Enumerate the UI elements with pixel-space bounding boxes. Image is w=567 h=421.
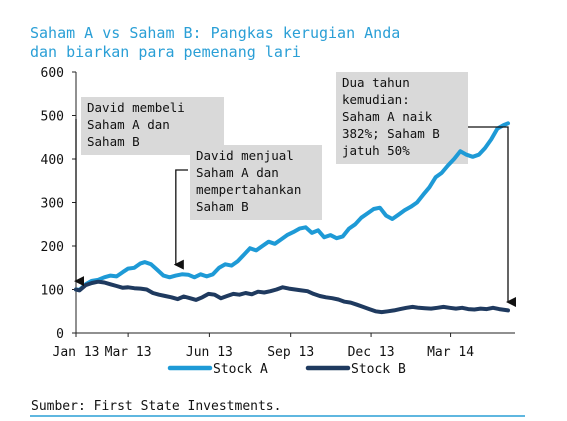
chart-title-line-1: Saham A vs Saham B: Pangkas kerugian And…	[30, 24, 400, 42]
legend-label-stock-a: Stock A	[213, 362, 268, 377]
chart-title: Saham A vs Saham B: Pangkas kerugian And…	[30, 24, 400, 61]
annotation-arrow-two-years	[468, 126, 516, 308]
annotation-text-line: Saham B	[196, 199, 249, 214]
annotation-box	[190, 145, 322, 220]
y-ticks: 0 100 200 300 400 500 600	[41, 66, 76, 342]
x-ticks: Jan 13 Mar 13 Jun 13 Sep 13 Dec 13 Mar 14	[53, 333, 474, 360]
annotation-box	[336, 72, 468, 164]
legend-item-stock-b: Stock B	[305, 362, 406, 377]
y-tick-label: 300	[41, 197, 64, 212]
annotation-text-line: Saham B	[87, 134, 140, 149]
annotation-text-line: jatuh 50%	[342, 143, 410, 158]
annotation-arrows	[74, 119, 516, 308]
annotation-two-years: Dua tahun kemudian: Saham A naik 382%; Saha…	[336, 72, 468, 164]
legend-label-stock-b: Stock B	[351, 362, 406, 377]
legend-item-stock-a: Stock A	[167, 362, 268, 377]
x-tick-label: Sep 13	[267, 345, 314, 360]
source-text: Sumber: First State Investments.	[31, 399, 281, 414]
annotation-sell: David menjual Saham A dan mempertahankan Sa…	[190, 145, 322, 220]
annotation-buy: David membeli Saham A dan Saham B	[81, 97, 224, 155]
annotation-text-line: David menjual	[196, 148, 294, 163]
series-line-stock-a	[74, 121, 510, 292]
x-tick-label: Jun 13	[186, 345, 233, 360]
chart-title-line-2: dan biarkan para pemenang lari	[30, 43, 301, 61]
annotation-text-line: mempertahankan	[196, 182, 301, 197]
annotation-text-line: Saham A naik	[342, 109, 433, 124]
annotation-arrow-sell	[173, 169, 188, 270]
y-tick-label: 100	[41, 284, 64, 299]
y-tick-label: 400	[41, 153, 64, 168]
x-tick-label: Dec 13	[348, 345, 395, 360]
series-line-stock-b	[74, 279, 510, 315]
annotation-text-line: kemudian:	[342, 92, 410, 107]
series-lines	[74, 121, 510, 315]
annotation-text-line: Dua tahun	[342, 75, 410, 90]
annotation-text-line: Saham A dan	[196, 165, 279, 180]
x-tick-label: Mar 13	[105, 345, 152, 360]
x-tick-label: Jan 13	[53, 345, 100, 360]
x-tick-label: Mar 14	[427, 345, 474, 360]
annotation-text-line: 382%; Saham B	[342, 126, 440, 141]
annotation-text-line: David membeli	[87, 100, 185, 115]
y-tick-label: 200	[41, 240, 64, 255]
y-tick-label: 0	[56, 327, 64, 342]
legend: Stock A Stock B	[167, 362, 406, 377]
annotation-text-line: Saham A dan	[87, 117, 170, 132]
source-note: Sumber: First State Investments.	[30, 399, 525, 417]
y-tick-label: 500	[41, 110, 64, 125]
y-tick-label: 600	[41, 66, 64, 81]
